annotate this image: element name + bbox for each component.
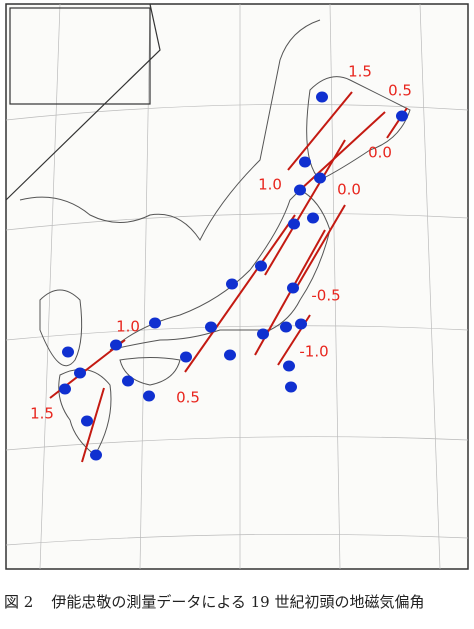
survey-point bbox=[283, 360, 295, 372]
survey-point bbox=[59, 383, 71, 395]
survey-point bbox=[81, 415, 93, 427]
inset-frame bbox=[9, 7, 151, 105]
survey-point bbox=[287, 282, 299, 294]
survey-point bbox=[90, 449, 102, 461]
survey-point bbox=[314, 172, 326, 184]
survey-point bbox=[307, 212, 319, 224]
isogonic-label: 0.5 bbox=[388, 82, 412, 100]
isogonic-label: -1.0 bbox=[299, 343, 328, 361]
isogonic-label: 0.5 bbox=[176, 389, 200, 407]
survey-point bbox=[205, 321, 217, 333]
survey-point bbox=[122, 375, 134, 387]
survey-points bbox=[59, 91, 408, 461]
survey-point bbox=[285, 381, 297, 393]
caption-label: 図 2 bbox=[4, 593, 34, 611]
isogonic-line bbox=[81, 387, 105, 463]
isogonic-label: -0.5 bbox=[311, 287, 340, 305]
survey-point bbox=[62, 346, 74, 358]
survey-point bbox=[149, 317, 161, 329]
caption: 図 2 伊能忠敬の測量データによる 19 世紀初頭の地磁気偏角 bbox=[4, 590, 470, 614]
isogonic-label: 1.5 bbox=[30, 405, 54, 423]
isogonic-line bbox=[184, 214, 296, 373]
survey-point bbox=[180, 351, 192, 363]
inset-border bbox=[5, 3, 161, 201]
survey-point bbox=[280, 321, 292, 333]
isogonic-line bbox=[294, 204, 346, 291]
survey-point bbox=[224, 349, 236, 361]
caption-text: 伊能忠敬の測量データによる 19 世紀初頭の地磁気偏角 bbox=[51, 593, 425, 611]
survey-point bbox=[255, 260, 267, 272]
survey-point bbox=[226, 278, 238, 290]
isogonic-labels: 1.5 0.5 0.0 1.0 0.0 -0.5 1.0 -1.0 0.5 1.… bbox=[30, 63, 412, 423]
graticule bbox=[5, 3, 469, 570]
isogonic-label: 1.0 bbox=[258, 176, 282, 194]
isogonic-label: 1.5 bbox=[348, 63, 372, 81]
survey-point bbox=[294, 184, 306, 196]
survey-point bbox=[295, 318, 307, 330]
isogonic-line bbox=[287, 91, 353, 171]
isogonic-label: 1.0 bbox=[116, 318, 140, 336]
isogonic-line bbox=[264, 139, 346, 276]
isogonic-label: 0.0 bbox=[337, 181, 361, 199]
isogonic-label: 0.0 bbox=[368, 144, 392, 162]
survey-point bbox=[143, 390, 155, 402]
survey-point bbox=[396, 110, 408, 122]
survey-point bbox=[316, 91, 328, 103]
survey-point bbox=[74, 367, 86, 379]
survey-point bbox=[299, 156, 311, 168]
survey-point bbox=[257, 328, 269, 340]
survey-point bbox=[110, 339, 122, 351]
map: 1.5 0.5 0.0 1.0 0.0 -0.5 1.0 -1.0 0.5 1.… bbox=[5, 3, 469, 570]
survey-point bbox=[288, 218, 300, 230]
